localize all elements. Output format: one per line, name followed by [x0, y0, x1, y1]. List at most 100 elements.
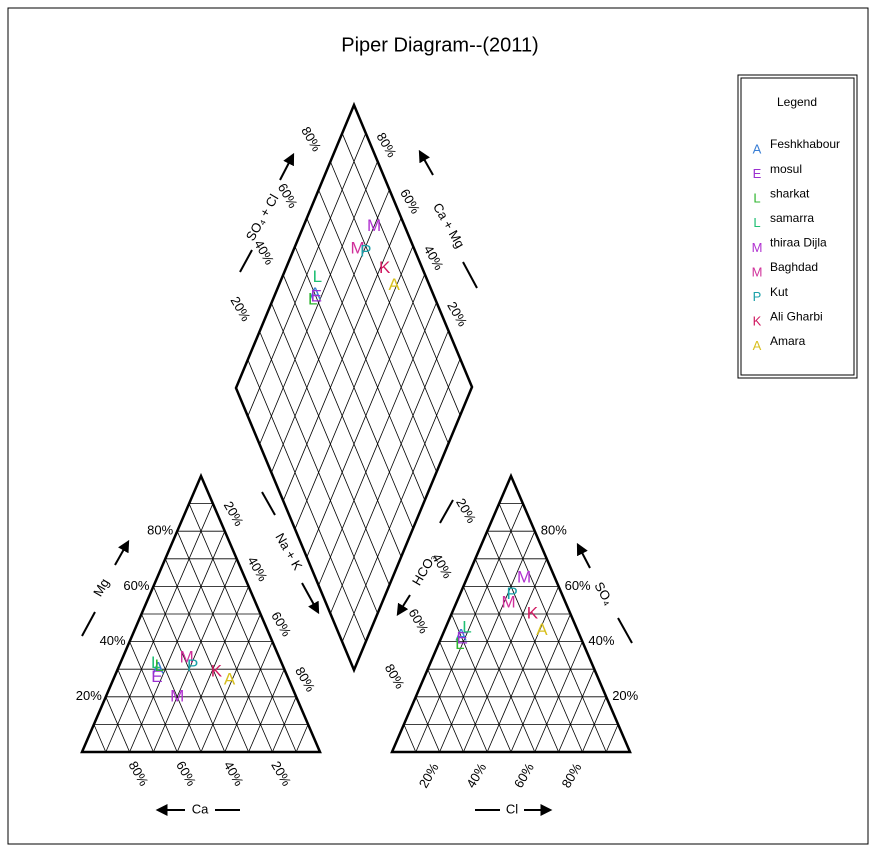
cation-point: E	[151, 667, 162, 686]
legend-title: Legend	[777, 95, 817, 109]
tick-label: 80%	[374, 130, 400, 160]
legend-marker: E	[753, 166, 762, 181]
tick-label: 60%	[406, 606, 432, 636]
grid-line	[248, 669, 285, 753]
anion-point: L	[455, 634, 464, 653]
grid-line	[582, 696, 607, 753]
tick-label: 40%	[588, 633, 614, 648]
grid-line	[295, 724, 309, 753]
tick-label: 40%	[421, 243, 447, 273]
axis-title: SO₄	[591, 579, 616, 607]
grid-line	[188, 503, 297, 753]
axis-arrow	[114, 539, 130, 566]
axis-dash	[617, 617, 633, 644]
grid-line	[164, 558, 249, 753]
diamond-point: A	[309, 284, 321, 303]
legend-box	[737, 74, 858, 379]
tick-label: 60%	[173, 758, 199, 788]
cation-point: L	[155, 656, 164, 675]
axis-dash	[261, 491, 276, 516]
tick-label: 20%	[612, 688, 638, 703]
grid-line	[439, 531, 536, 753]
grid-line	[498, 503, 607, 753]
tick-label: 40%	[100, 633, 126, 648]
legend-marker: A	[753, 338, 762, 353]
tick-label: 40%	[463, 760, 489, 790]
grid-line	[474, 558, 559, 753]
legend-marker: M	[752, 240, 763, 255]
grid-line	[306, 218, 426, 501]
tick-label: 80%	[558, 760, 584, 790]
grid-line	[427, 669, 464, 753]
anion-point: K	[527, 603, 539, 622]
grid-line	[486, 586, 559, 753]
cation-point: L	[151, 653, 160, 672]
axis-arrow	[279, 152, 295, 181]
cation-point: M	[180, 648, 194, 667]
grid-line	[415, 503, 524, 753]
grid-line	[153, 558, 238, 753]
diamond-point: M	[350, 239, 364, 258]
axis-dash	[81, 611, 96, 637]
grid-line	[141, 613, 202, 753]
grid-line	[463, 558, 548, 753]
tick-label: 20%	[444, 299, 470, 329]
diamond-point: A	[388, 275, 400, 294]
diamond	[234, 101, 474, 674]
legend-marker: L	[753, 191, 760, 206]
legend-label: sharkat	[770, 186, 810, 200]
legend-label: thiraa Dijla	[770, 236, 827, 250]
tick-label: 80%	[298, 124, 324, 154]
grid-line	[176, 586, 249, 753]
grid-line	[451, 613, 512, 753]
axis-title: HCO₃	[409, 551, 439, 588]
tick-label: 80%	[541, 523, 567, 538]
anion-point: M	[517, 568, 531, 587]
legend-label: Ali Gharbi	[770, 309, 823, 323]
tick-label: 20%	[228, 294, 254, 324]
axis-arrow	[418, 149, 434, 176]
legend-label: mosul	[770, 162, 802, 176]
axis-title: Na + K	[272, 530, 305, 573]
tick-label: 60%	[511, 760, 537, 790]
grid-line	[105, 503, 214, 753]
grid-line	[510, 613, 571, 753]
diamond-point: L	[308, 290, 317, 309]
grid-line	[403, 724, 417, 753]
grid-line	[247, 133, 367, 417]
legend-label: Amara	[770, 334, 806, 348]
axis-arrow	[576, 542, 591, 569]
tick-label: 80%	[147, 523, 173, 538]
legend-label: Baghdad	[770, 260, 818, 274]
grid-line	[117, 669, 154, 753]
axis-dash	[239, 249, 253, 273]
axis-title: Mg	[90, 576, 112, 599]
tick-label: 40%	[221, 758, 247, 788]
grid-line	[272, 696, 297, 753]
grid-line	[534, 641, 583, 753]
cation-point: P	[187, 656, 198, 675]
axis-dash	[439, 499, 454, 524]
tick-label: 60%	[275, 181, 301, 211]
anion-point: E	[457, 628, 468, 647]
axis-arrow	[396, 594, 411, 617]
grid-line	[341, 133, 461, 416]
grid-line	[318, 189, 437, 473]
axis-title: Ca	[192, 801, 209, 816]
grid-line	[93, 724, 107, 753]
tick-label: 60%	[123, 578, 149, 593]
tick-label: 60%	[397, 186, 423, 216]
legend-marker: K	[753, 314, 762, 329]
grid-line	[605, 724, 619, 753]
anion-point: A	[455, 626, 467, 645]
grid-line	[558, 669, 595, 753]
tick-label: 40%	[245, 554, 271, 584]
outer-frame	[7, 7, 869, 845]
chart-title: Piper Diagram--(2011)	[341, 34, 538, 56]
legend-marker: A	[753, 141, 762, 156]
legend-label: Kut	[770, 285, 789, 299]
grid-line	[282, 217, 402, 501]
tick-label: 80%	[382, 661, 408, 691]
grid-line	[129, 531, 226, 753]
axis-title: Cl	[506, 801, 518, 816]
